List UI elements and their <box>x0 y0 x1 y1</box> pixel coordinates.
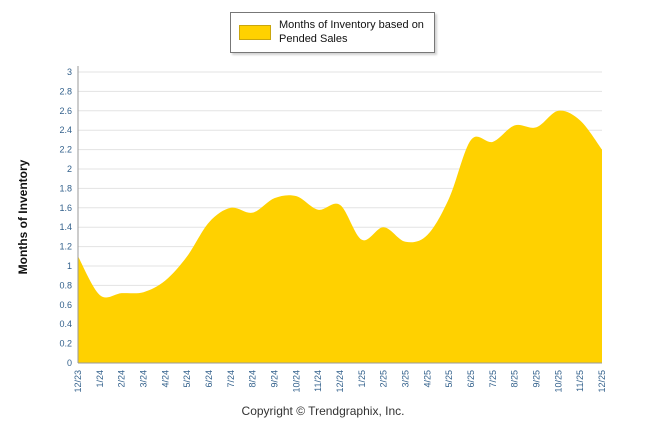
legend-label: Months of Inventory based on Pended Sale… <box>279 19 424 46</box>
svg-text:2: 2 <box>67 164 72 174</box>
svg-text:12/24: 12/24 <box>335 370 345 393</box>
svg-text:11/25: 11/25 <box>575 370 585 392</box>
svg-text:2.4: 2.4 <box>59 125 72 135</box>
svg-text:10/24: 10/24 <box>291 370 301 393</box>
svg-text:2.2: 2.2 <box>59 145 72 155</box>
svg-text:10/25: 10/25 <box>553 370 563 393</box>
svg-text:3/24: 3/24 <box>139 370 149 388</box>
svg-text:1/24: 1/24 <box>95 370 105 388</box>
svg-text:8/25: 8/25 <box>510 370 520 388</box>
svg-text:1.2: 1.2 <box>59 242 72 252</box>
svg-text:2/25: 2/25 <box>379 370 389 388</box>
svg-text:0.2: 0.2 <box>59 339 72 349</box>
svg-text:7/25: 7/25 <box>488 370 498 388</box>
svg-text:0.6: 0.6 <box>59 300 72 310</box>
svg-text:6/24: 6/24 <box>204 370 214 388</box>
copyright-text: Copyright © Trendgraphix, Inc. <box>241 404 405 418</box>
svg-text:0.8: 0.8 <box>59 280 72 290</box>
svg-text:5/25: 5/25 <box>444 370 454 388</box>
svg-text:1.6: 1.6 <box>59 203 72 213</box>
svg-text:8/24: 8/24 <box>248 370 258 388</box>
svg-text:7/24: 7/24 <box>226 370 236 388</box>
svg-text:6/25: 6/25 <box>466 370 476 388</box>
svg-text:3: 3 <box>67 67 72 77</box>
svg-text:0.4: 0.4 <box>59 319 72 329</box>
svg-text:2/24: 2/24 <box>117 370 127 388</box>
svg-text:1.4: 1.4 <box>59 222 72 232</box>
svg-text:2.8: 2.8 <box>59 86 72 96</box>
svg-text:3/25: 3/25 <box>401 370 411 388</box>
svg-text:1.8: 1.8 <box>59 183 72 193</box>
svg-text:4/24: 4/24 <box>160 370 170 388</box>
svg-text:11/24: 11/24 <box>313 370 323 392</box>
svg-text:1: 1 <box>67 261 72 271</box>
chart-legend: Months of Inventory based on Pended Sale… <box>230 12 435 53</box>
legend-swatch-icon <box>239 24 271 40</box>
svg-text:12/25: 12/25 <box>597 370 607 393</box>
svg-text:9/25: 9/25 <box>532 370 542 388</box>
svg-text:12/23: 12/23 <box>73 370 83 393</box>
svg-text:0: 0 <box>67 358 72 368</box>
svg-text:1/25: 1/25 <box>357 370 367 388</box>
svg-text:5/24: 5/24 <box>182 370 192 388</box>
svg-text:4/25: 4/25 <box>422 370 432 388</box>
svg-text:2.6: 2.6 <box>59 106 72 116</box>
svg-text:9/24: 9/24 <box>270 370 280 388</box>
